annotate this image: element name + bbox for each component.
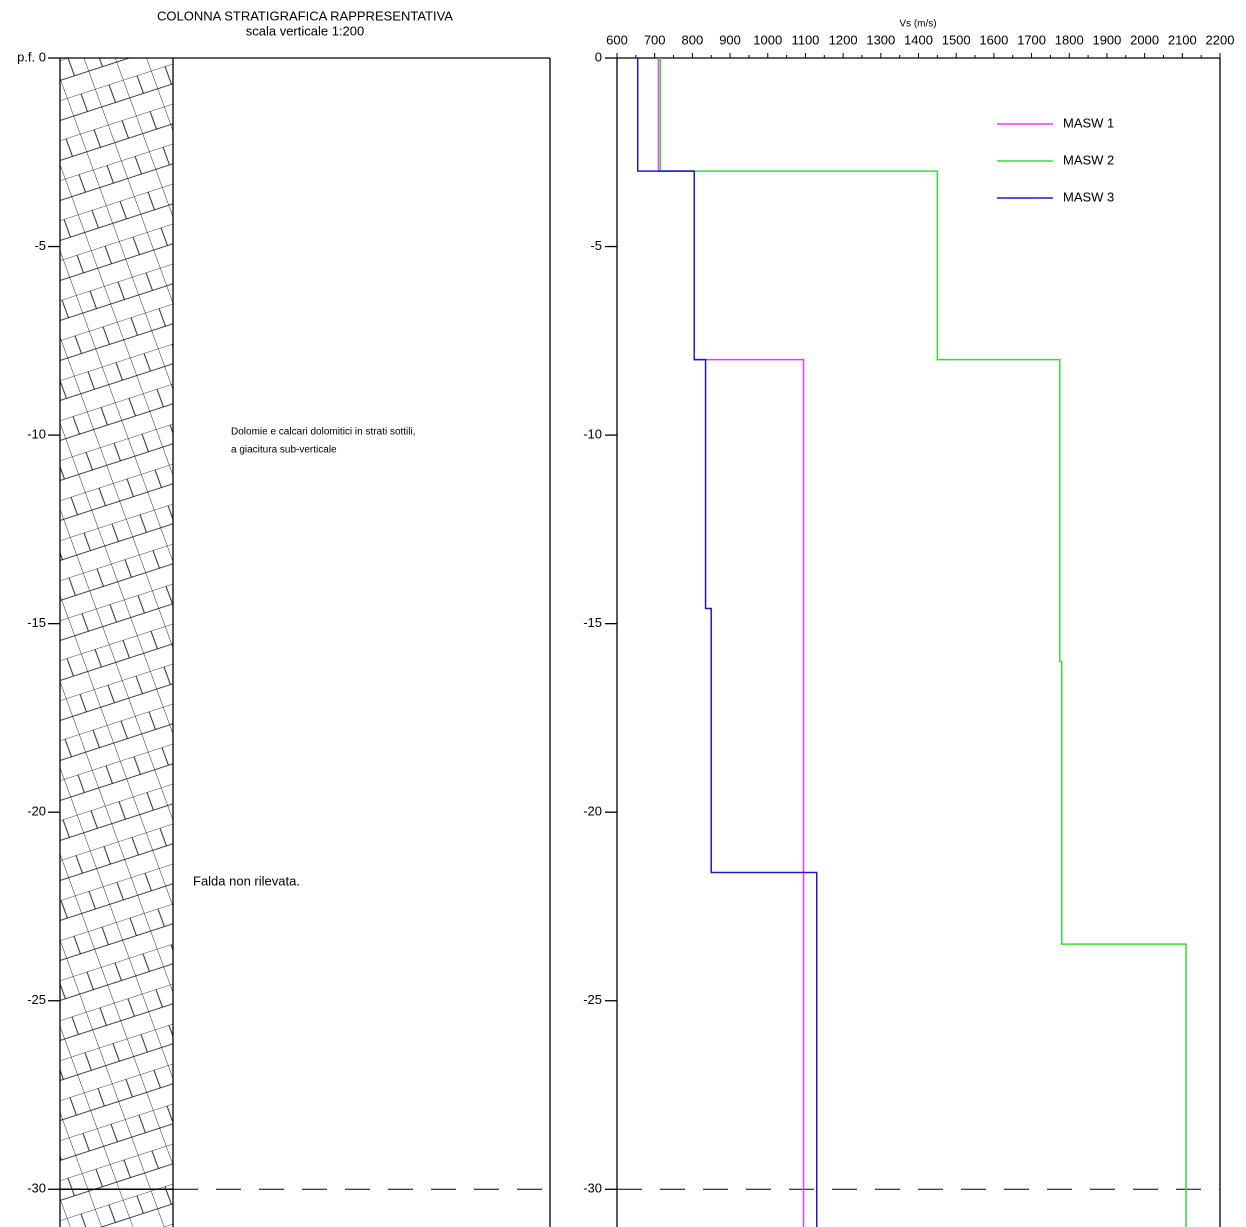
x-tick-label: 1100 <box>791 32 819 47</box>
y-tick-label: -25 <box>27 992 46 1007</box>
legend-label: MASW 2 <box>1063 152 1114 167</box>
x-tick-label: 1700 <box>1017 32 1046 47</box>
x-tick-label: 2200 <box>1206 32 1235 47</box>
series-line <box>657 58 805 1227</box>
lithology-column <box>60 58 173 1227</box>
x-tick-label: 600 <box>606 32 628 47</box>
x-tick-label: 1600 <box>979 32 1008 47</box>
x-tick-label: 800 <box>682 32 704 47</box>
x-tick-label: 1200 <box>829 32 858 47</box>
x-tick-label: 1300 <box>866 32 895 47</box>
description: Dolomie e calcari dolomitici in strati s… <box>231 427 416 438</box>
y-tick-label: -5 <box>590 238 602 253</box>
y-tick-label: -30 <box>583 1181 602 1196</box>
y-tick-label: -5 <box>34 238 46 253</box>
y-tick-label: 0 <box>595 49 602 64</box>
legend-label: MASW 3 <box>1063 189 1114 204</box>
x-axis-label: Vs (m/s) <box>899 19 936 30</box>
title: COLONNA STRATIGRAFICA RAPPRESENTATIVA <box>157 8 453 23</box>
y-tick-label: -20 <box>583 804 602 819</box>
x-tick-label: 2000 <box>1130 32 1159 47</box>
x-tick-label: 2100 <box>1168 32 1197 47</box>
y-tick-label: -15 <box>27 615 46 630</box>
subtitle: scala verticale 1:200 <box>246 23 365 38</box>
series-line <box>659 58 1187 1227</box>
x-tick-label: 1500 <box>942 32 971 47</box>
description: a giacitura sub-verticale <box>231 445 337 456</box>
y-tick-label: -15 <box>583 615 602 630</box>
x-tick-label: 1400 <box>904 32 933 47</box>
x-tick-label: 700 <box>644 32 666 47</box>
x-tick-label: 1800 <box>1055 32 1084 47</box>
series-line <box>636 58 818 1227</box>
y-tick-label: p.f. 0 <box>17 49 46 64</box>
x-tick-label: 1000 <box>753 32 782 47</box>
y-tick-label: -25 <box>583 992 602 1007</box>
y-tick-label: -10 <box>27 427 46 442</box>
y-tick-label: -10 <box>583 427 602 442</box>
legend-label: MASW 1 <box>1063 115 1114 130</box>
x-tick-label: 1900 <box>1092 32 1121 47</box>
annotation: Falda non rilevata. <box>193 873 300 888</box>
y-tick-label: -20 <box>27 804 46 819</box>
y-tick-label: -30 <box>27 1181 46 1196</box>
x-tick-label: 900 <box>719 32 741 47</box>
